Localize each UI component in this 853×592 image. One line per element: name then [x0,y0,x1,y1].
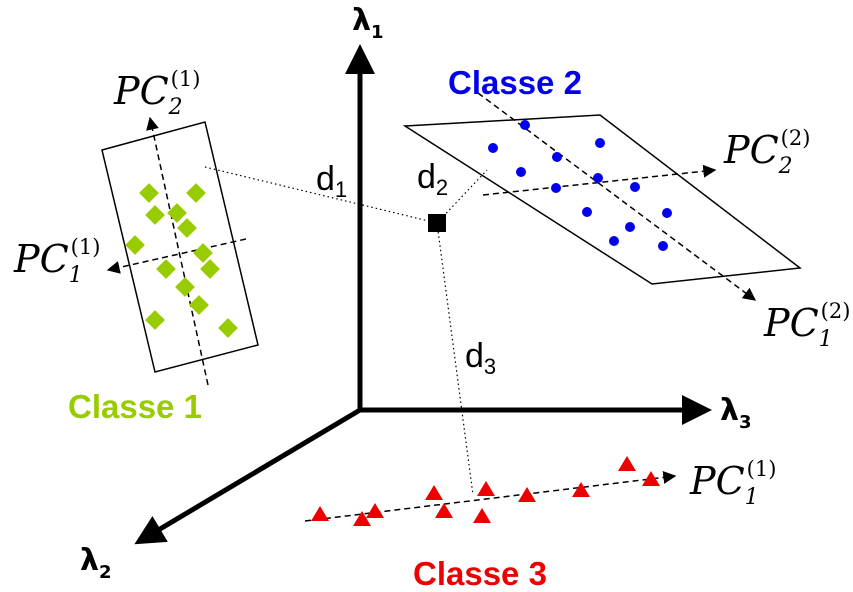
class3-point [311,506,329,521]
class3-point [642,471,660,486]
class2-point [609,236,619,246]
class1-point [156,259,176,279]
class1-group [101,116,259,386]
class2-label: Classe 2 [448,64,582,101]
class3-point [353,511,371,526]
class3-group [304,456,677,526]
class2-point [582,207,592,217]
class1-pc1-axis [106,238,247,274]
class2-plane [402,114,802,285]
class2-point [658,241,668,251]
class2-point [552,152,562,162]
class2-points [488,120,672,251]
query-point [428,214,446,232]
class2-point [516,167,526,177]
axis-lambda1-label: λ1 [352,3,384,43]
pc-label-class2-pc1: PC1(2) [763,299,850,352]
distance-line-d2 [436,169,488,224]
axis-lambda3-label: λ3 [720,393,752,433]
axis-lambda2-label: λ2 [80,543,112,583]
class3-points [311,456,660,526]
class1-plane [101,121,259,373]
axes [134,44,712,545]
class2-pc1-axis [477,92,757,301]
class3-point [473,508,491,523]
pc-label-class1-pc1: PC1(1) [13,235,100,288]
class1-point [177,218,197,238]
class2-point [488,143,498,153]
class1-point [145,205,165,225]
class3-pc1-axis [304,470,677,522]
class1-point [175,277,195,297]
class1-point [167,203,187,223]
axis-lambda2 [134,407,362,545]
class2-point [662,208,672,218]
class3-point [477,481,495,496]
class1-point [125,235,145,255]
class1-points [125,183,238,338]
class2-point [595,138,605,148]
pc-label-class1-pc2: PC2(1) [113,67,200,120]
class2-group [402,92,802,301]
class1-point [139,183,159,203]
distance-label-d3: d3 [465,337,496,379]
distance-line-d1 [204,166,438,224]
class1-point [200,259,220,279]
class2-point [630,182,640,192]
distance-lines [204,166,488,496]
class3-point [618,456,636,471]
pc-label-class3-pc1: PC1(1) [689,457,776,510]
class1-point [189,295,209,315]
class1-point [218,318,238,338]
class2-point [625,222,635,232]
class3-point [425,485,443,500]
class2-point [551,183,561,193]
distance-line-d3 [436,222,474,496]
class3-point [518,487,536,502]
class1-label: Classe 1 [68,388,202,425]
class3-point [366,503,384,518]
class3-point [435,503,453,518]
class2-point [593,173,603,183]
class2-pc2-axis [482,164,717,196]
distance-label-d1: d1 [316,160,347,202]
pc-label-class2-pc2: PC2(2) [723,126,810,179]
class2-point [520,120,530,130]
class1-point [145,310,165,330]
class1-pc2-axis [146,116,209,386]
class3-label: Classe 3 [413,555,547,592]
class1-point [186,183,206,203]
class3-point [572,482,590,497]
class1-point [193,243,213,263]
distance-label-d2: d2 [417,158,448,200]
